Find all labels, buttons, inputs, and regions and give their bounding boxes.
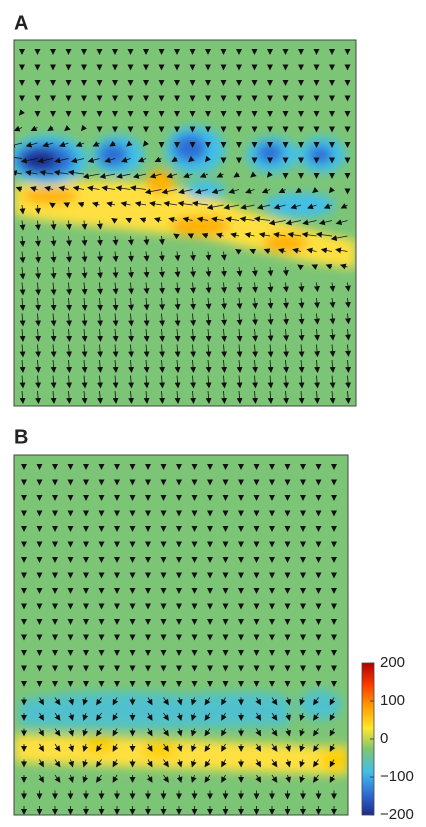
vector-arrow [255, 407, 256, 419]
vector-arrow [177, 407, 178, 419]
vector-arrow [332, 407, 333, 419]
vector-arrow [38, 407, 39, 419]
colorbar-tick-label: −200 [380, 806, 414, 822]
vector-arrow [100, 407, 101, 419]
vector-arrow [84, 407, 85, 419]
vector-arrow [22, 407, 23, 419]
panel-a [7, 40, 356, 419]
vector-arrow [69, 407, 70, 419]
panel-label: B [14, 426, 28, 448]
vector-arrow [224, 407, 225, 419]
panel-b [14, 455, 349, 815]
panel-label: A [14, 12, 28, 34]
vector-arrow [193, 407, 194, 419]
vector-arrow [146, 407, 147, 419]
colorbar-tick-label: 0 [380, 730, 388, 747]
vector-arrow [239, 407, 240, 419]
vector-arrow [317, 407, 318, 419]
vector-arrow [208, 407, 209, 419]
colorbar-tick-label: 100 [380, 692, 405, 709]
vector-arrow [301, 407, 302, 419]
vector-arrow [162, 407, 163, 419]
colorbar-tick-label: −100 [380, 768, 414, 785]
vector-arrow [53, 407, 54, 419]
vector-arrow [286, 407, 287, 419]
vector-arrow [348, 407, 349, 419]
vector-arrow [131, 407, 132, 419]
colorbar-tick-label: 200 [380, 654, 405, 671]
vector-arrow [270, 407, 271, 419]
vector-arrow [115, 407, 116, 419]
